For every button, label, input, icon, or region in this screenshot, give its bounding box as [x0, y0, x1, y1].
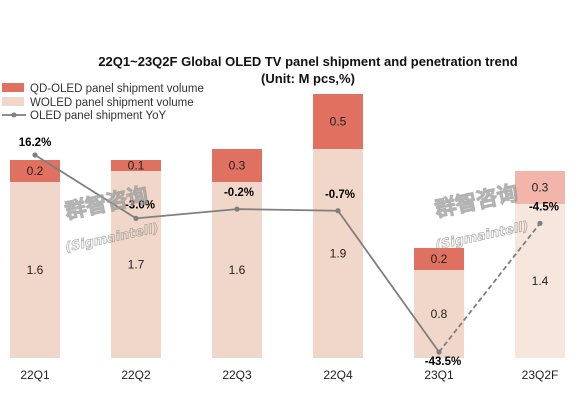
- data-label-woled: 1.4: [532, 274, 549, 288]
- data-label-qdoled: 0.5: [330, 115, 347, 129]
- line-point-yoy: [537, 220, 543, 226]
- data-label-yoy: -0.2%: [224, 187, 254, 199]
- data-label-yoy: -0.7%: [325, 189, 355, 201]
- bar-qdoled: [414, 248, 464, 270]
- line-point-yoy: [133, 215, 139, 221]
- chart-title: 22Q1~23Q2F Global OLED TV panel shipment…: [98, 54, 517, 69]
- legend: QD-OLED panel shipment volume WOLED pane…: [2, 83, 204, 122]
- bar-woled: [313, 149, 363, 358]
- line-point-yoy: [335, 208, 341, 214]
- data-label-woled: 1.6: [229, 263, 246, 277]
- plot-area: 1.6 0.2 22Q1 1.7 0.1 22Q2 1.6 0.3 22Q3 1.9 0.5 22Q4…: [10, 94, 565, 382]
- legend-label-yoy: OLED panel shipment YoY: [30, 110, 167, 122]
- x-tick-label: 22Q2: [121, 368, 151, 382]
- line-point-yoy: [234, 206, 240, 212]
- x-tick-label: 23Q2F: [522, 368, 559, 382]
- line-point-yoy: [436, 349, 442, 355]
- series-line-yoy-forecast: [438, 222, 541, 353]
- legend-swatch-qd: [2, 83, 24, 92]
- bar-woled: [10, 182, 60, 358]
- data-label-woled: 1.7: [128, 258, 145, 272]
- data-label-yoy: -4.5%: [529, 201, 559, 213]
- data-label-yoy: -3.0%: [125, 199, 155, 211]
- data-label-woled: 1.9: [330, 247, 347, 261]
- legend-swatch-wo: [2, 97, 24, 106]
- line-point-yoy: [32, 152, 38, 158]
- bar-qdoled: [212, 149, 262, 182]
- bar-woled: [414, 270, 464, 358]
- legend-label-qd: QD-OLED panel shipment volume: [30, 83, 204, 95]
- data-label-qdoled: 0.3: [532, 181, 549, 195]
- legend-label-wo: WOLED panel shipment volume: [30, 97, 194, 109]
- data-label-qdoled: 0.1: [128, 159, 145, 173]
- bar-qdoled: [515, 171, 565, 204]
- data-label-qdoled: 0.2: [27, 164, 44, 178]
- data-label-yoy: 16.2%: [19, 137, 52, 149]
- x-tick-label: 22Q3: [222, 368, 252, 382]
- data-label-yoy: -43.5%: [425, 356, 461, 368]
- data-label-qdoled: 0.2: [431, 252, 448, 266]
- bar-qdoled: [313, 94, 363, 149]
- x-tick-label: 23Q1: [424, 368, 454, 382]
- watermark-text-cn: 群智咨询: [433, 181, 520, 222]
- data-label-qdoled: 0.3: [229, 159, 246, 173]
- bar-woled: [515, 204, 565, 358]
- legend-marker-yoy: [11, 112, 17, 118]
- data-label-woled: 0.8: [431, 307, 448, 321]
- bar-qdoled: [111, 160, 161, 171]
- bar-woled: [111, 171, 161, 358]
- data-label-woled: 1.6: [27, 263, 44, 277]
- x-tick-label: 22Q1: [20, 368, 50, 382]
- x-tick-label: 22Q4: [323, 368, 353, 382]
- chart-subtitle: (Unit: M pcs,%): [261, 71, 355, 86]
- bar-qdoled: [10, 160, 60, 182]
